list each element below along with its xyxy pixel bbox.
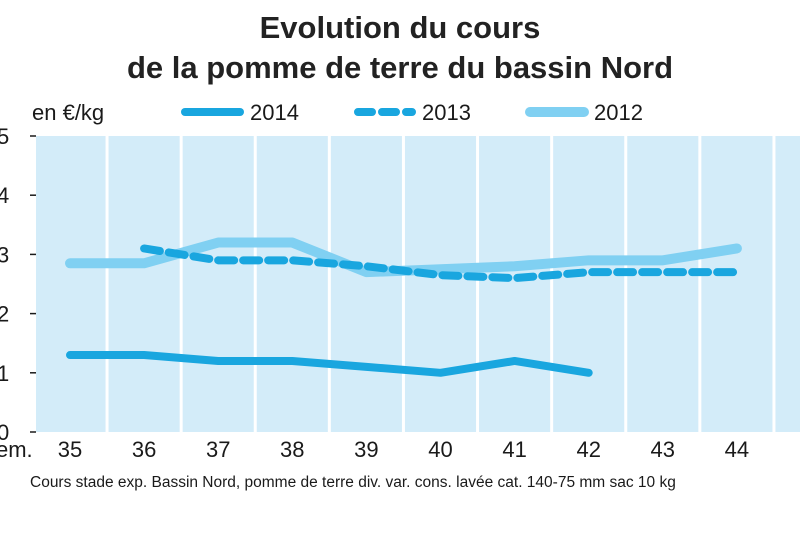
- chart-title-line-2: de la pomme de terre du bassin Nord: [126, 50, 674, 85]
- legend-label-2012: 2012: [594, 100, 643, 125]
- series-line-2014: [66, 351, 593, 377]
- y-tick-label: 4: [0, 183, 9, 208]
- series-lines: [65, 237, 742, 377]
- x-axis-ticks: 35 36 37 38 39 40 41 42 43 44: [58, 437, 749, 462]
- y-tick-label: 5: [0, 124, 9, 149]
- x-tick-label: 41: [502, 437, 526, 462]
- plot-area: [36, 136, 800, 432]
- x-tick-label: 39: [354, 437, 378, 462]
- legend-label-2014: 2014: [250, 100, 299, 125]
- x-tick-label: 40: [428, 437, 452, 462]
- chart-title-line-1: Evolution du cours: [259, 10, 541, 45]
- x-tick-label: 36: [132, 437, 156, 462]
- y-tick-label: 3: [0, 242, 9, 267]
- chart-title: Evolution du cours de la pomme de terre …: [0, 8, 800, 88]
- y-tick-label: 2: [0, 302, 9, 327]
- x-tick-label: 43: [651, 437, 675, 462]
- y-axis-unit-label: en €/kg: [32, 100, 104, 125]
- legend: 2014 2013 2012: [181, 100, 643, 125]
- chart-source-note: Cours stade exp. Bassin Nord, pomme de t…: [30, 474, 676, 491]
- x-tick-label: 44: [725, 437, 749, 462]
- x-tick-label: 38: [280, 437, 304, 462]
- y-tick-label: 1: [0, 361, 9, 386]
- grid-lines: [105, 136, 776, 432]
- x-axis-label: em.: [0, 437, 33, 462]
- y-axis-ticks: 0 1 2 3 4 5: [0, 124, 36, 445]
- x-tick-label: 42: [576, 437, 600, 462]
- x-tick-label: 35: [58, 437, 82, 462]
- y-tick-label: 0: [0, 420, 9, 445]
- series-line-2013: [140, 244, 741, 283]
- legend-label-2013: 2013: [422, 100, 471, 125]
- x-tick-label: 37: [206, 437, 230, 462]
